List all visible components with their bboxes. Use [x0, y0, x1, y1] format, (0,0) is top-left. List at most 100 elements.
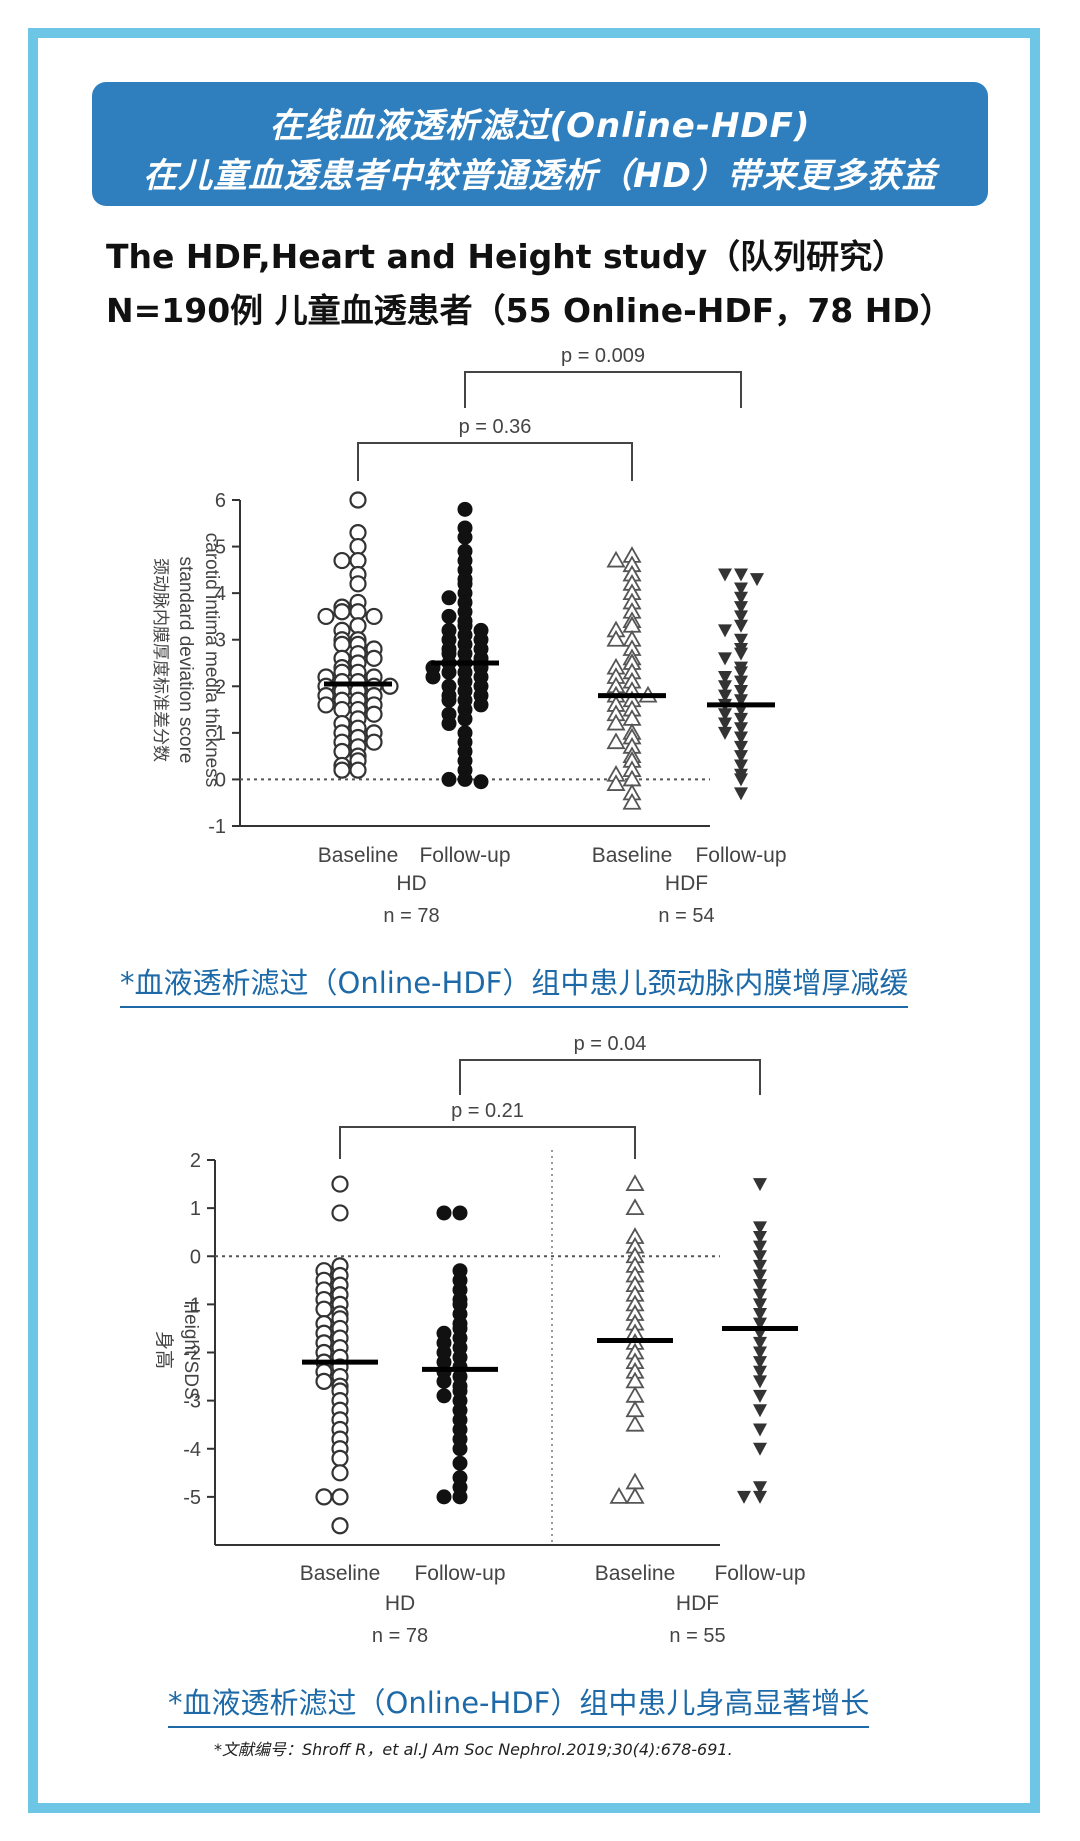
category-label: Follow-up: [714, 1562, 805, 1585]
data-point: [606, 774, 626, 791]
data-point: [753, 1231, 767, 1244]
group-label: HD: [396, 872, 426, 895]
banner-title-line2: 在儿童血透患者中较普通透析（HD）带来更多获益: [143, 156, 937, 196]
data-point: [718, 568, 732, 582]
series-hd-follow-up: [436, 1205, 468, 1505]
data-point: [349, 523, 367, 542]
series-hdf-follow-up: [737, 1178, 767, 1504]
data-point: [734, 694, 748, 708]
data-point: [734, 722, 748, 736]
y-tick-label: 1: [215, 723, 226, 745]
caption-imt: *血液透析滤过（Online-HDF）组中患儿颈动脉内膜增厚减缓: [120, 960, 909, 1008]
data-point: [349, 761, 367, 779]
y-tick-label: -1: [183, 1294, 201, 1316]
data-point: [333, 551, 351, 570]
significance-bracket: [357, 442, 633, 481]
y-axis-label: carotid intima media thickness: [201, 533, 222, 788]
group-label: HDF: [676, 1592, 719, 1615]
data-point: [457, 771, 473, 787]
data-point: [625, 1385, 645, 1403]
data-point: [349, 537, 367, 556]
data-point: [753, 1288, 767, 1302]
data-point: [753, 1178, 767, 1192]
data-point: [734, 610, 748, 624]
data-point: [317, 696, 335, 714]
y-tick-label: 4: [215, 583, 226, 605]
data-point: [436, 1489, 452, 1505]
group-n-label: n = 78: [372, 1625, 428, 1647]
group-n-label: n = 78: [383, 905, 439, 927]
data-point: [753, 1336, 767, 1350]
data-point: [734, 740, 748, 754]
data-point: [457, 501, 473, 517]
data-point: [333, 635, 351, 653]
data-point: [734, 666, 748, 680]
p-value-label: p = 0.36: [459, 416, 532, 438]
data-point: [349, 491, 367, 509]
series-hd-follow-up: [425, 501, 489, 790]
data-point: [425, 669, 441, 685]
p-value-label: p = 0.009: [561, 345, 645, 367]
data-point: [452, 1441, 468, 1457]
data-point: [753, 1298, 767, 1312]
y-tick-label: 3: [215, 630, 226, 652]
data-point: [734, 582, 748, 596]
data-point: [753, 1250, 767, 1264]
data-point: [718, 708, 732, 722]
caption-height: *血液透析滤过（Online-HDF）组中患儿身高显著增长: [168, 1680, 870, 1728]
y-tick-label: -5: [183, 1487, 201, 1509]
data-point: [452, 1205, 468, 1221]
y-axis-label: Height SDS: [180, 1300, 201, 1399]
data-point: [609, 1487, 629, 1504]
data-point: [753, 1490, 767, 1504]
p-value-label: p = 0.21: [451, 1100, 524, 1122]
data-point: [349, 603, 367, 621]
data-point: [452, 1455, 468, 1471]
reference-note: *文献编号：Shroff R，et al.J Am Soc Nephrol.20…: [214, 1740, 733, 1759]
data-point: [753, 1404, 767, 1418]
data-point: [734, 568, 748, 582]
series-hd-baseline: [315, 1175, 349, 1535]
group-n-label: n = 54: [658, 905, 714, 927]
study-name: The HDF,Heart and Height study（队列研究）: [106, 237, 906, 276]
data-point: [606, 629, 626, 647]
data-point: [718, 670, 732, 684]
data-point: [750, 573, 764, 587]
y-axis-label: 颈动脉内膜厚度标准差分数: [151, 558, 170, 762]
y-tick-label: 0: [190, 1246, 201, 1268]
data-point: [365, 733, 383, 751]
data-point: [333, 603, 351, 621]
data-point: [753, 1240, 767, 1254]
data-point: [331, 1449, 349, 1467]
data-point: [315, 1488, 333, 1506]
data-point: [753, 1308, 767, 1321]
data-point: [753, 1481, 767, 1495]
category-label: Follow-up: [414, 1562, 505, 1585]
category-label: Baseline: [318, 844, 399, 867]
data-point: [606, 732, 626, 750]
data-point: [718, 717, 732, 731]
data-point: [473, 774, 489, 790]
data-point: [436, 1373, 452, 1389]
data-point: [753, 1423, 767, 1437]
data-point: [625, 1198, 645, 1216]
data-point: [333, 761, 351, 779]
category-label: Follow-up: [695, 844, 786, 867]
data-point: [625, 1487, 645, 1504]
data-point: [734, 591, 748, 605]
data-point: [436, 1388, 452, 1404]
data-point: [331, 1517, 349, 1535]
data-point: [734, 773, 748, 787]
data-point: [315, 1300, 333, 1318]
significance-bracket: [464, 371, 742, 408]
category-label: Baseline: [595, 1562, 676, 1585]
p-value-label: p = 0.04: [574, 1033, 647, 1055]
data-point: [734, 759, 748, 773]
study-size: N=190例 儿童血透患者（55 Online-HDF，78 HD）: [106, 291, 953, 330]
data-point: [753, 1279, 767, 1293]
data-point: [331, 1175, 349, 1193]
category-label: Follow-up: [419, 844, 510, 867]
group-label: HDF: [665, 872, 708, 895]
data-point: [753, 1389, 767, 1403]
